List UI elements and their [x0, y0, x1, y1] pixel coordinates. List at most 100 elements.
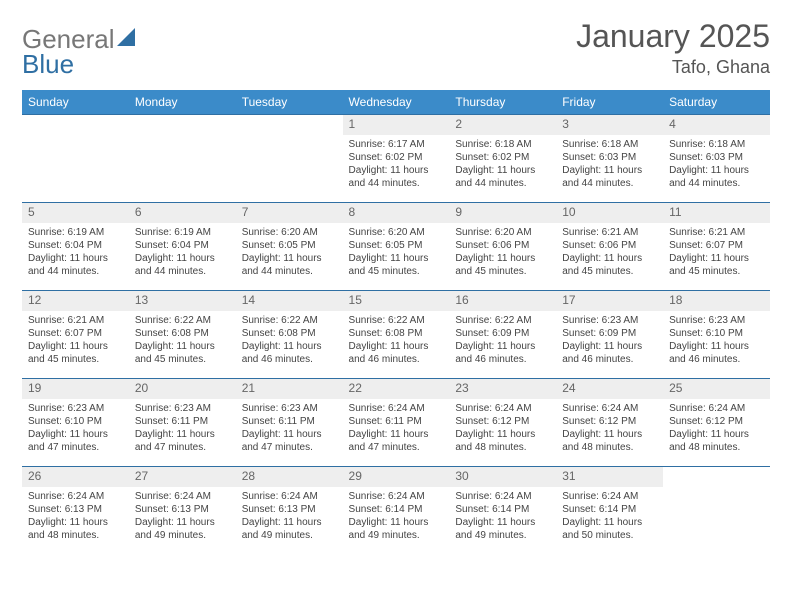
daylight-text: Daylight: 11 hours and 44 minutes.: [135, 252, 230, 278]
day-body: Sunrise: 6:23 AMSunset: 6:11 PMDaylight:…: [236, 399, 343, 458]
sunrise-text: Sunrise: 6:21 AM: [669, 226, 764, 239]
sunrise-text: Sunrise: 6:24 AM: [562, 490, 657, 503]
day-body: Sunrise: 6:22 AMSunset: 6:09 PMDaylight:…: [449, 311, 556, 370]
day-number: 28: [236, 467, 343, 487]
day-number: 16: [449, 291, 556, 311]
day-body: Sunrise: 6:24 AMSunset: 6:14 PMDaylight:…: [556, 487, 663, 546]
day-body: Sunrise: 6:24 AMSunset: 6:13 PMDaylight:…: [22, 487, 129, 546]
sunset-text: Sunset: 6:08 PM: [135, 327, 230, 340]
day-number: 12: [22, 291, 129, 311]
day-body: Sunrise: 6:21 AMSunset: 6:07 PMDaylight:…: [663, 223, 770, 282]
sunset-text: Sunset: 6:13 PM: [28, 503, 123, 516]
day-number: 2: [449, 115, 556, 135]
daylight-text: Daylight: 11 hours and 46 minutes.: [242, 340, 337, 366]
calendar-cell: 12Sunrise: 6:21 AMSunset: 6:07 PMDayligh…: [22, 291, 129, 379]
weekday-header: Sunday: [22, 90, 129, 115]
day-number: 22: [343, 379, 450, 399]
day-number: 11: [663, 203, 770, 223]
daylight-text: Daylight: 11 hours and 44 minutes.: [28, 252, 123, 278]
daylight-text: Daylight: 11 hours and 45 minutes.: [562, 252, 657, 278]
day-number: 1: [343, 115, 450, 135]
calendar-cell: 6Sunrise: 6:19 AMSunset: 6:04 PMDaylight…: [129, 203, 236, 291]
calendar-body: 1Sunrise: 6:17 AMSunset: 6:02 PMDaylight…: [22, 115, 770, 555]
day-number: 25: [663, 379, 770, 399]
daylight-text: Daylight: 11 hours and 45 minutes.: [669, 252, 764, 278]
daylight-text: Daylight: 11 hours and 45 minutes.: [135, 340, 230, 366]
sunrise-text: Sunrise: 6:18 AM: [562, 138, 657, 151]
day-body: Sunrise: 6:24 AMSunset: 6:11 PMDaylight:…: [343, 399, 450, 458]
sunset-text: Sunset: 6:04 PM: [28, 239, 123, 252]
day-body: Sunrise: 6:24 AMSunset: 6:14 PMDaylight:…: [343, 487, 450, 546]
day-body: Sunrise: 6:24 AMSunset: 6:12 PMDaylight:…: [556, 399, 663, 458]
sunrise-text: Sunrise: 6:21 AM: [28, 314, 123, 327]
sunset-text: Sunset: 6:07 PM: [28, 327, 123, 340]
daylight-text: Daylight: 11 hours and 49 minutes.: [455, 516, 550, 542]
sunset-text: Sunset: 6:13 PM: [135, 503, 230, 516]
calendar-row: 1Sunrise: 6:17 AMSunset: 6:02 PMDaylight…: [22, 115, 770, 203]
daylight-text: Daylight: 11 hours and 44 minutes.: [562, 164, 657, 190]
calendar-cell: 22Sunrise: 6:24 AMSunset: 6:11 PMDayligh…: [343, 379, 450, 467]
header: General Blue January 2025 Tafo, Ghana: [22, 18, 770, 80]
day-number: 15: [343, 291, 450, 311]
daylight-text: Daylight: 11 hours and 48 minutes.: [28, 516, 123, 542]
sunrise-text: Sunrise: 6:18 AM: [455, 138, 550, 151]
calendar-cell: 8Sunrise: 6:20 AMSunset: 6:05 PMDaylight…: [343, 203, 450, 291]
daylight-text: Daylight: 11 hours and 44 minutes.: [455, 164, 550, 190]
daylight-text: Daylight: 11 hours and 46 minutes.: [562, 340, 657, 366]
calendar-cell: 5Sunrise: 6:19 AMSunset: 6:04 PMDaylight…: [22, 203, 129, 291]
calendar-cell: 7Sunrise: 6:20 AMSunset: 6:05 PMDaylight…: [236, 203, 343, 291]
sunrise-text: Sunrise: 6:24 AM: [242, 490, 337, 503]
sunrise-text: Sunrise: 6:21 AM: [562, 226, 657, 239]
brand-logo: General Blue: [22, 24, 139, 80]
sunset-text: Sunset: 6:11 PM: [349, 415, 444, 428]
sunset-text: Sunset: 6:14 PM: [562, 503, 657, 516]
sunrise-text: Sunrise: 6:20 AM: [349, 226, 444, 239]
day-body: Sunrise: 6:20 AMSunset: 6:05 PMDaylight:…: [343, 223, 450, 282]
sunset-text: Sunset: 6:07 PM: [669, 239, 764, 252]
daylight-text: Daylight: 11 hours and 44 minutes.: [349, 164, 444, 190]
sunrise-text: Sunrise: 6:20 AM: [455, 226, 550, 239]
day-body: [236, 119, 343, 126]
daylight-text: Daylight: 11 hours and 47 minutes.: [28, 428, 123, 454]
sunset-text: Sunset: 6:05 PM: [349, 239, 444, 252]
day-number: 10: [556, 203, 663, 223]
day-number: 3: [556, 115, 663, 135]
calendar-cell: 16Sunrise: 6:22 AMSunset: 6:09 PMDayligh…: [449, 291, 556, 379]
sunset-text: Sunset: 6:05 PM: [242, 239, 337, 252]
daylight-text: Daylight: 11 hours and 47 minutes.: [242, 428, 337, 454]
sunrise-text: Sunrise: 6:24 AM: [135, 490, 230, 503]
sunrise-text: Sunrise: 6:24 AM: [349, 490, 444, 503]
day-number: 29: [343, 467, 450, 487]
day-number: 18: [663, 291, 770, 311]
day-body: Sunrise: 6:21 AMSunset: 6:06 PMDaylight:…: [556, 223, 663, 282]
day-body: Sunrise: 6:23 AMSunset: 6:10 PMDaylight:…: [22, 399, 129, 458]
sunset-text: Sunset: 6:08 PM: [242, 327, 337, 340]
daylight-text: Daylight: 11 hours and 48 minutes.: [562, 428, 657, 454]
sunrise-text: Sunrise: 6:24 AM: [349, 402, 444, 415]
calendar-cell: 4Sunrise: 6:18 AMSunset: 6:03 PMDaylight…: [663, 115, 770, 203]
calendar-cell: 26Sunrise: 6:24 AMSunset: 6:13 PMDayligh…: [22, 467, 129, 555]
calendar-cell: 31Sunrise: 6:24 AMSunset: 6:14 PMDayligh…: [556, 467, 663, 555]
day-number: 19: [22, 379, 129, 399]
sunrise-text: Sunrise: 6:24 AM: [455, 490, 550, 503]
calendar-row: 19Sunrise: 6:23 AMSunset: 6:10 PMDayligh…: [22, 379, 770, 467]
day-body: Sunrise: 6:18 AMSunset: 6:03 PMDaylight:…: [663, 135, 770, 194]
sunset-text: Sunset: 6:08 PM: [349, 327, 444, 340]
day-number: 4: [663, 115, 770, 135]
sunrise-text: Sunrise: 6:23 AM: [562, 314, 657, 327]
day-body: Sunrise: 6:20 AMSunset: 6:05 PMDaylight:…: [236, 223, 343, 282]
calendar-cell: 27Sunrise: 6:24 AMSunset: 6:13 PMDayligh…: [129, 467, 236, 555]
calendar-cell: [236, 115, 343, 203]
calendar-cell: 17Sunrise: 6:23 AMSunset: 6:09 PMDayligh…: [556, 291, 663, 379]
day-body: [129, 119, 236, 126]
day-body: Sunrise: 6:24 AMSunset: 6:12 PMDaylight:…: [663, 399, 770, 458]
day-number: 9: [449, 203, 556, 223]
sunset-text: Sunset: 6:06 PM: [455, 239, 550, 252]
day-number: 20: [129, 379, 236, 399]
sunset-text: Sunset: 6:09 PM: [562, 327, 657, 340]
calendar-cell: 28Sunrise: 6:24 AMSunset: 6:13 PMDayligh…: [236, 467, 343, 555]
day-number: 30: [449, 467, 556, 487]
sunrise-text: Sunrise: 6:22 AM: [349, 314, 444, 327]
day-number: 7: [236, 203, 343, 223]
location: Tafo, Ghana: [576, 57, 770, 78]
